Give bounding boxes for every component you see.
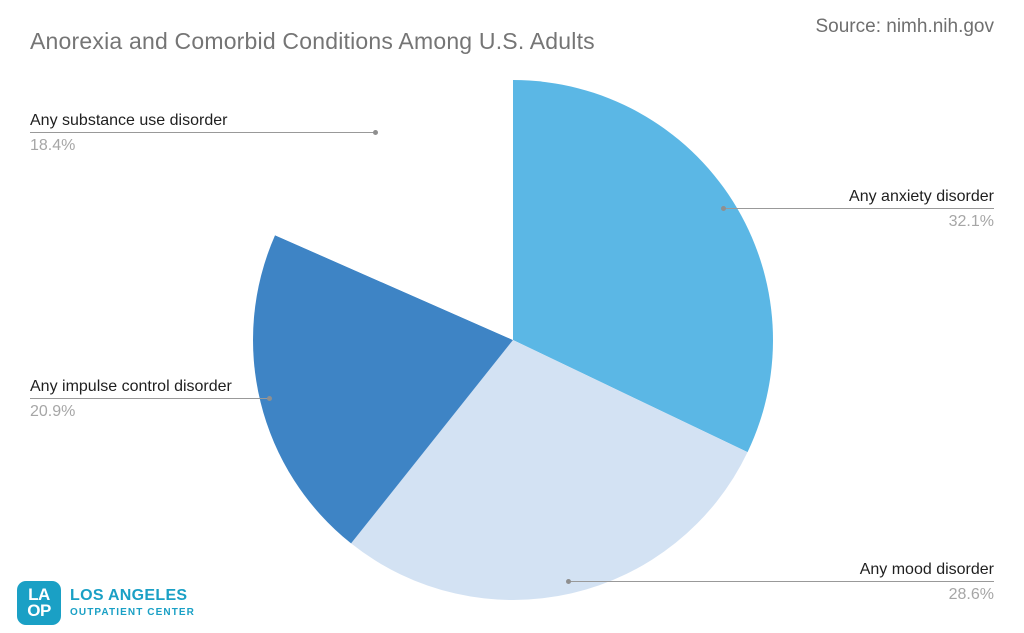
leader-dot: [566, 579, 571, 584]
callout-substance-label: Any substance use disorder: [30, 112, 228, 129]
callout-mood: Any mood disorder 28.6%: [566, 560, 994, 604]
logo-badge-line1: LA: [28, 584, 50, 604]
callout-substance: Any substance use disorder 18.4%: [30, 111, 378, 155]
logo-badge-line2: OP: [27, 601, 51, 620]
chart-title: Anorexia and Comorbid Conditions Among U…: [30, 28, 595, 54]
callout-anxiety: Any anxiety disorder 32.1%: [721, 187, 994, 231]
callout-impulse-leader-line: [30, 396, 272, 401]
callout-mood-label: Any mood disorder: [859, 561, 994, 578]
callout-anxiety-leader-line: [721, 206, 994, 211]
pie-slice-mood: [351, 340, 748, 600]
leader-dot: [721, 206, 726, 211]
pie-slice-impulse: [253, 235, 513, 544]
callout-substance-leader-line: [30, 130, 378, 135]
callout-mood-value: 28.6%: [948, 586, 994, 603]
callout-mood-leader-line: [566, 579, 994, 584]
laop-logo: LA OP LOS ANGELES OUTPATIENT CENTER: [17, 581, 195, 625]
callout-anxiety-label: Any anxiety disorder: [849, 188, 994, 205]
callout-impulse: Any impulse control disorder 20.9%: [30, 377, 272, 421]
source-attribution: Source: nimh.nih.gov: [815, 16, 995, 37]
callout-impulse-value: 20.9%: [30, 403, 76, 420]
leader-dot: [267, 396, 272, 401]
callout-anxiety-value: 32.1%: [948, 213, 994, 230]
leader-dot: [373, 130, 378, 135]
pie-slice-anxiety: [513, 80, 773, 453]
pie-slice-substance: [275, 80, 513, 340]
callout-impulse-label: Any impulse control disorder: [30, 378, 232, 395]
logo-name: LOS ANGELES: [70, 587, 188, 604]
callout-substance-value: 18.4%: [30, 137, 76, 154]
logo-subtitle: OUTPATIENT CENTER: [70, 607, 195, 618]
laop-logo-wordmark: LOS ANGELES OUTPATIENT CENTER: [70, 581, 195, 618]
laop-logo-badge: LA OP: [17, 581, 61, 625]
